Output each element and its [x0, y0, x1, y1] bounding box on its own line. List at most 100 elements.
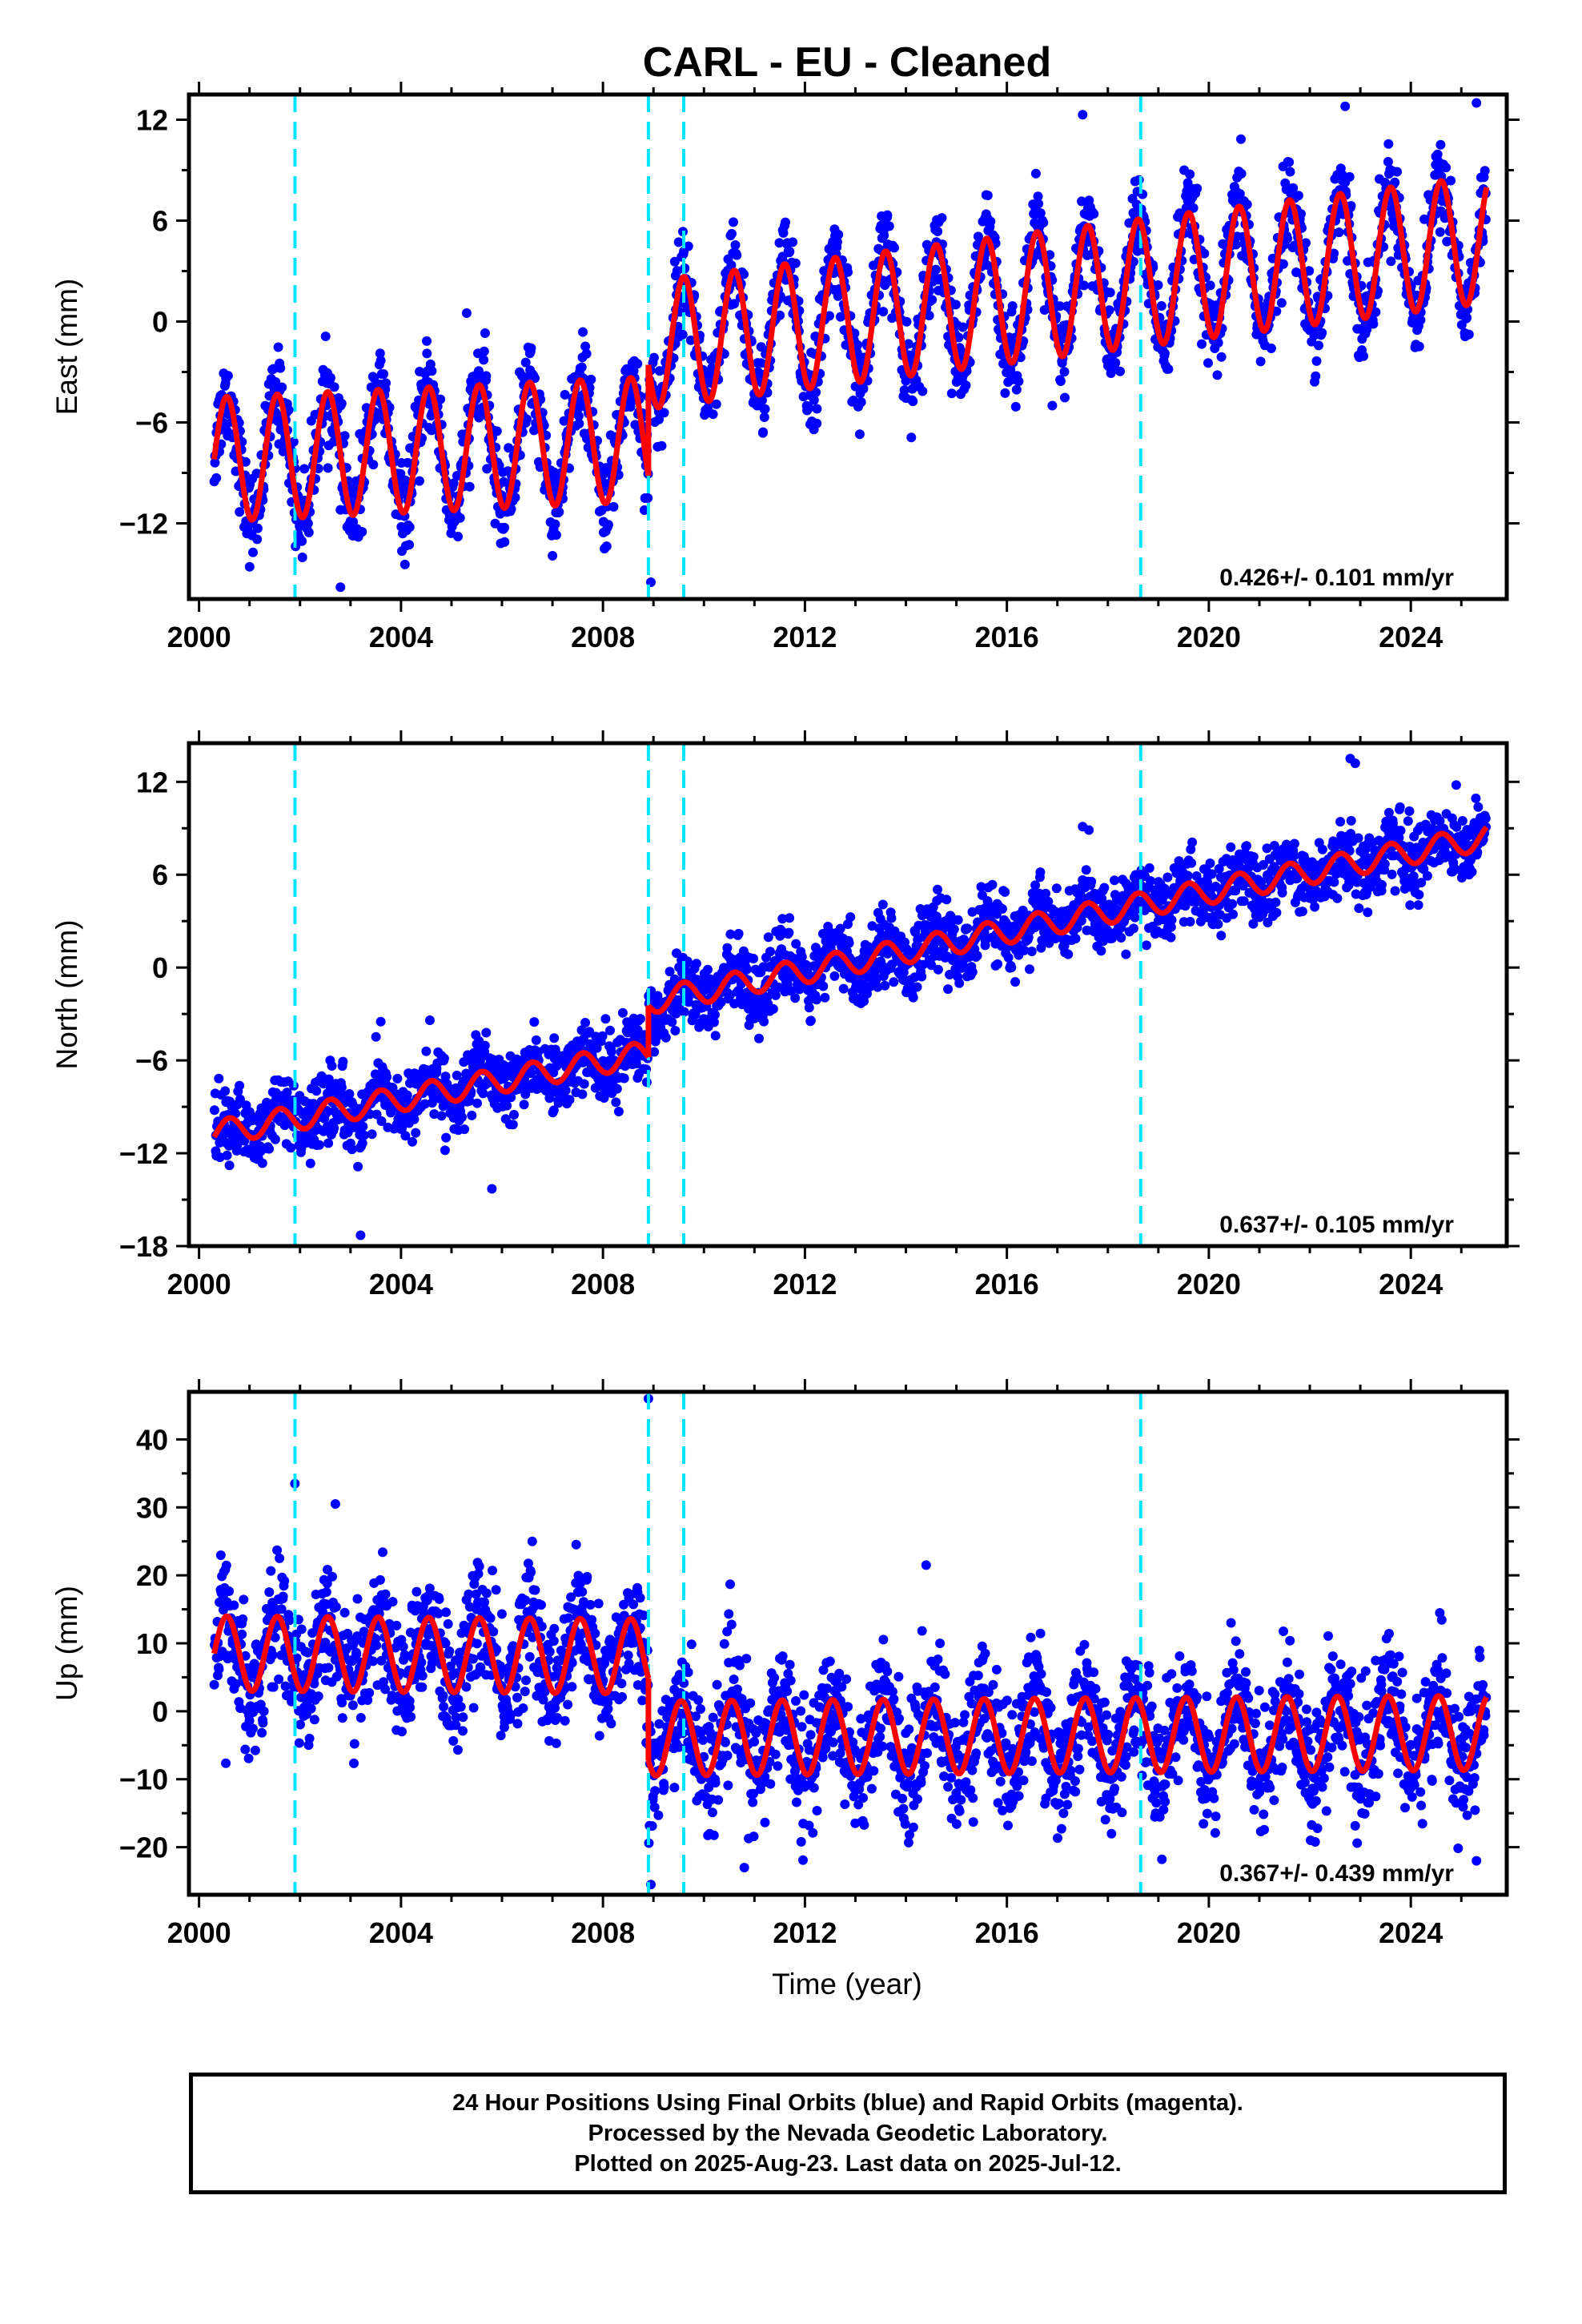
data-point: [942, 895, 952, 905]
data-point: [880, 980, 890, 991]
data-point: [786, 986, 796, 996]
data-point: [1446, 175, 1456, 186]
data-point: [1314, 340, 1323, 351]
data-point: [325, 372, 335, 383]
data-point: [1051, 883, 1062, 894]
data-point: [1199, 248, 1210, 259]
data-point: [844, 938, 854, 948]
data-point: [760, 404, 770, 414]
data-point: [323, 1138, 334, 1148]
data-point: [758, 427, 769, 437]
data-point: [908, 992, 918, 1003]
data-point: [1228, 909, 1239, 919]
data-point: [1269, 841, 1279, 850]
data-point: [1203, 358, 1213, 368]
data-point: [580, 341, 591, 352]
data-point: [1464, 329, 1474, 340]
data-point: [224, 1160, 235, 1171]
data-point: [709, 1017, 719, 1027]
data-point: [757, 395, 767, 405]
data-point: [1238, 881, 1248, 891]
data-point: [1038, 218, 1049, 227]
data-point: [1231, 239, 1241, 250]
data-point: [381, 378, 391, 388]
data-point: [917, 386, 928, 396]
data-point: [297, 536, 307, 546]
data-point: [211, 472, 222, 483]
data-point: [954, 978, 965, 988]
data-point: [1283, 233, 1293, 243]
data-point: [1216, 931, 1227, 941]
outlier-point: [1078, 110, 1088, 120]
data-point: [1304, 266, 1315, 276]
data-point: [730, 240, 741, 250]
data-point: [1317, 328, 1327, 338]
data-point: [368, 460, 379, 470]
data-point: [1182, 870, 1193, 881]
data-point: [899, 385, 909, 396]
data-point: [603, 520, 613, 530]
data-point: [961, 380, 971, 391]
data-point: [500, 537, 510, 547]
data-point: [1248, 852, 1259, 862]
data-point: [581, 348, 592, 359]
data-point: [625, 402, 636, 412]
data-point: [768, 1003, 778, 1014]
data-point: [829, 971, 840, 981]
data-point: [611, 1097, 621, 1108]
data-point: [661, 1032, 671, 1043]
data-point: [1166, 915, 1177, 925]
data-point: [1288, 183, 1299, 193]
data-point: [1214, 863, 1224, 874]
data-point: [240, 456, 251, 467]
data-point: [327, 1061, 337, 1071]
model-curve: [645, 178, 1490, 411]
x-tick-label: 2008: [571, 621, 635, 653]
data-point: [408, 1136, 417, 1147]
data-point: [648, 352, 659, 363]
data-point: [1115, 366, 1125, 376]
data-point: [504, 443, 514, 453]
data-point: [574, 419, 584, 428]
outlier-point: [1340, 101, 1351, 111]
outlier-point: [335, 582, 346, 593]
data-point: [1205, 280, 1215, 291]
data-point: [1144, 862, 1154, 873]
data-point: [927, 295, 938, 305]
data-point: [252, 523, 263, 533]
data-point: [375, 356, 386, 366]
data-point: [364, 1109, 375, 1120]
data-point: [926, 960, 937, 971]
data-point: [754, 1033, 764, 1043]
data-point: [962, 923, 973, 934]
data-point: [1162, 872, 1173, 883]
data-point: [937, 213, 947, 223]
data-point: [1128, 923, 1138, 934]
data-point: [553, 1098, 564, 1108]
data-point: [482, 464, 492, 474]
data-point: [1435, 227, 1445, 237]
data-point: [845, 912, 856, 923]
data-point: [455, 513, 465, 523]
data-point: [550, 519, 560, 529]
data-point: [972, 951, 982, 961]
data-point: [1255, 356, 1266, 367]
data-point: [838, 983, 849, 994]
data-point: [982, 191, 993, 200]
data-point: [628, 366, 639, 376]
data-point: [1213, 338, 1223, 348]
data-point: [353, 1161, 363, 1172]
data-point: [414, 476, 424, 486]
data-point: [376, 1116, 387, 1126]
x-tick-label: 2004: [369, 621, 433, 653]
data-point: [359, 1130, 369, 1140]
data-point: [1216, 352, 1227, 362]
data-point: [1076, 915, 1086, 926]
data-point: [436, 394, 446, 404]
data-point: [1236, 168, 1247, 179]
data-point: [683, 241, 693, 251]
data-point: [632, 359, 643, 369]
data-point: [239, 1136, 250, 1146]
data-point: [1329, 877, 1339, 887]
data-point: [1130, 912, 1140, 923]
